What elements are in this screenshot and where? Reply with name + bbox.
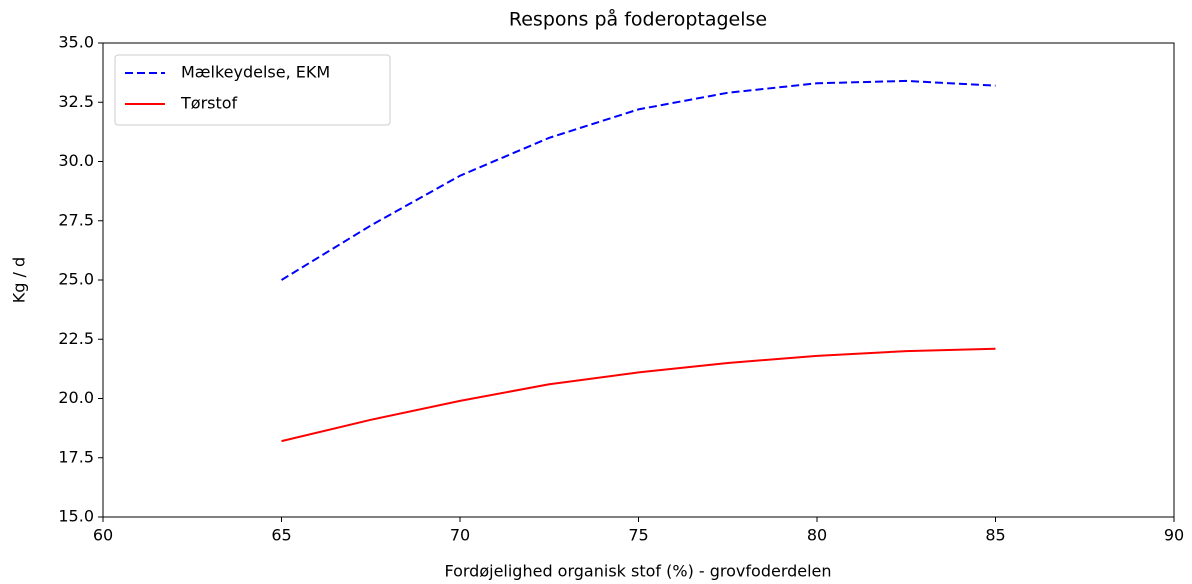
x-tick-label: 70	[450, 526, 470, 545]
y-tick-label: 32.5	[58, 92, 94, 111]
y-tick-label: 20.0	[58, 388, 94, 407]
data-line	[280, 79, 996, 281]
data-line	[281, 347, 996, 443]
x-tick-label: 80	[807, 526, 827, 545]
legend-label: Mælkeydelse, EKM	[181, 63, 330, 82]
y-tick-label: 25.0	[58, 270, 94, 289]
y-tick-label: 17.5	[58, 447, 94, 466]
x-axis-label: Fordøjelighed organisk stof (%) - grovfo…	[444, 562, 831, 581]
chart-title: Respons på foderoptagelse	[509, 8, 767, 31]
y-axis-label: Kg / d	[10, 257, 29, 303]
y-tick-label: 35.0	[58, 33, 94, 52]
legend-box	[114, 54, 391, 126]
x-tick-label: 90	[1164, 526, 1184, 545]
x-tick-label: 75	[628, 526, 648, 545]
legend-label: Tørstof	[180, 94, 238, 113]
plot-frame	[102, 42, 1175, 518]
y-tick-label: 15.0	[58, 507, 94, 526]
x-tick-label: 85	[985, 526, 1005, 545]
y-tick-label: 22.5	[58, 329, 94, 348]
y-tick-label: 27.5	[58, 210, 94, 229]
x-tick-label: 60	[93, 526, 113, 545]
y-tick-label: 30.0	[58, 151, 94, 170]
x-tick-label: 65	[271, 526, 291, 545]
